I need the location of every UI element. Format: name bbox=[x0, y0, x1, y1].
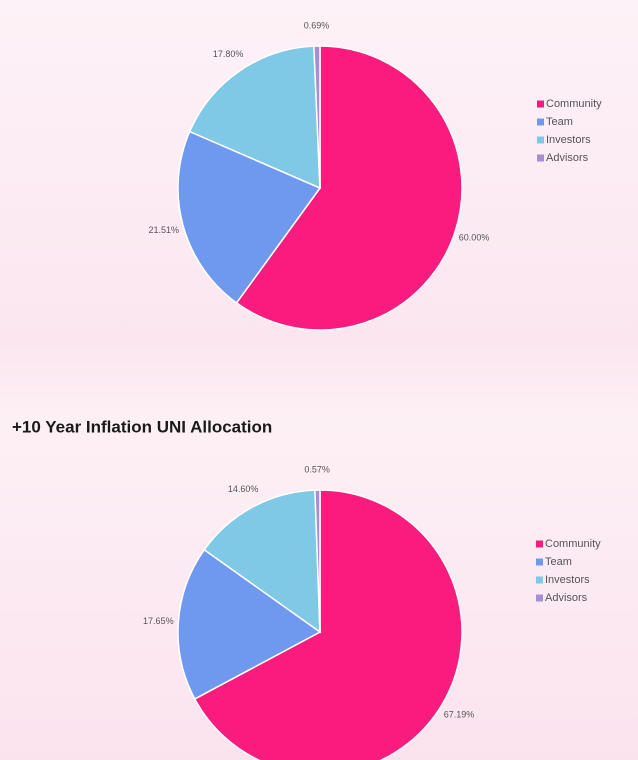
pie-slice bbox=[188, 45, 321, 190]
legend-swatch bbox=[536, 594, 543, 602]
legend-label: Community bbox=[545, 538, 601, 550]
pie-slice bbox=[203, 489, 321, 634]
pie-slice bbox=[235, 45, 463, 331]
pie-slice bbox=[193, 489, 463, 760]
slice-label: 0.69% bbox=[304, 20, 330, 30]
legend-swatch bbox=[536, 576, 543, 584]
legend-label: Team bbox=[546, 116, 573, 128]
slice-label: 14.60% bbox=[228, 484, 259, 494]
slice-label: 17.80% bbox=[213, 49, 244, 59]
slice-label: 67.19% bbox=[444, 710, 475, 720]
legend-swatch bbox=[536, 558, 543, 566]
legend-label: Team bbox=[545, 556, 572, 568]
legend-label: Advisors bbox=[545, 592, 588, 604]
legend-label: Investors bbox=[545, 574, 590, 586]
slice-label: 21.51% bbox=[148, 225, 179, 235]
pie-slice bbox=[313, 45, 321, 189]
legend-swatch bbox=[536, 540, 543, 548]
legend-label: Advisors bbox=[546, 152, 589, 164]
slice-label: 60.00% bbox=[459, 232, 490, 242]
chart-title: +10 Year Inflation UNI Allocation bbox=[12, 417, 272, 436]
legend-label: Investors bbox=[546, 134, 591, 146]
pie-slice bbox=[314, 489, 321, 633]
pie-slice bbox=[177, 548, 322, 700]
legend-swatch bbox=[537, 154, 544, 162]
slice-label: 0.57% bbox=[304, 464, 330, 474]
pie-slice bbox=[177, 130, 322, 304]
legend-swatch bbox=[537, 118, 544, 126]
slice-label: 17.65% bbox=[143, 616, 174, 626]
legend-label: Community bbox=[546, 98, 602, 110]
legend-swatch bbox=[537, 136, 544, 144]
legend-swatch bbox=[537, 100, 544, 108]
